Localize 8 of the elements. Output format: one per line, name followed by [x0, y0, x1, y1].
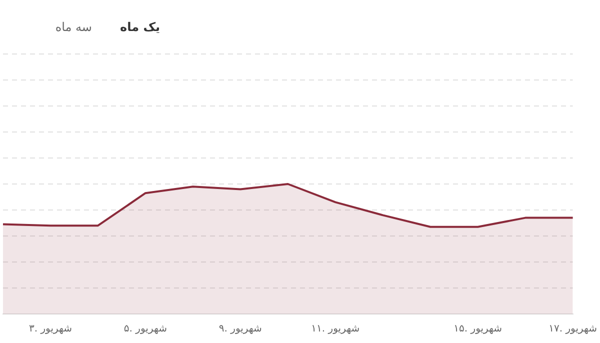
x-tick-label: ۱۵. شهریور: [454, 324, 502, 335]
x-tick-label: ۳. شهریور: [28, 324, 72, 335]
x-tick-label: ۱۷. شهریور: [548, 324, 598, 335]
x-tick-label: ۹. شهریور: [218, 324, 262, 335]
x-tick-label: ۵. شهریور: [124, 324, 167, 335]
text: سه ماه: [55, 20, 92, 36]
text: یک ماه: [120, 20, 160, 36]
x-tick-label: ۱۱. شهریور: [311, 324, 360, 335]
